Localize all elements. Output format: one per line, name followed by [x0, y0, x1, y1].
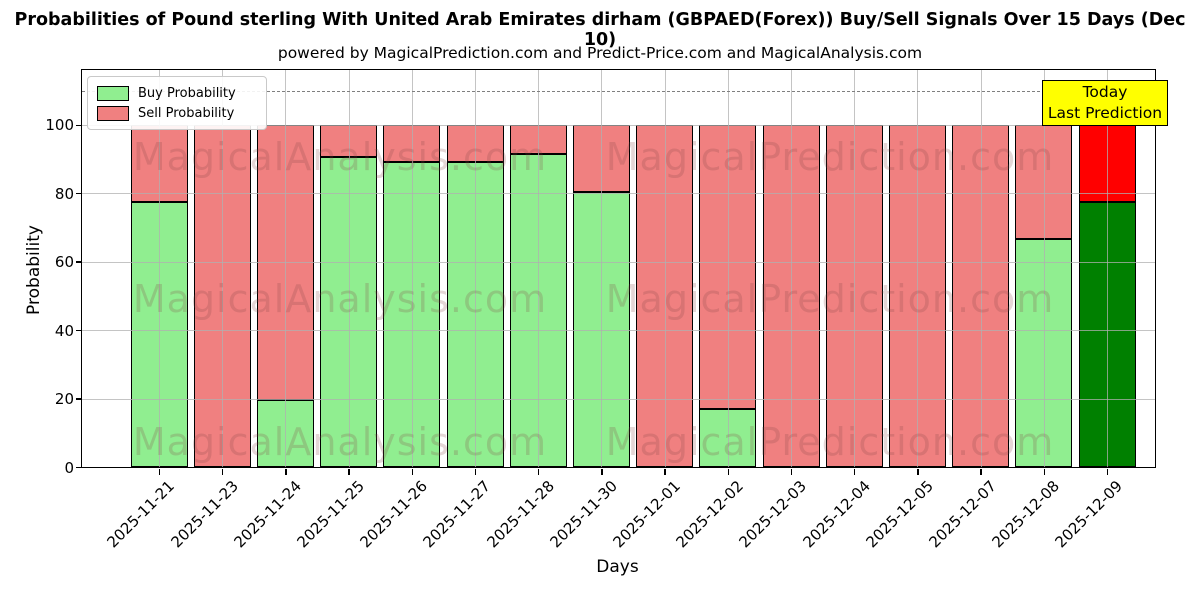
x-tick-label: 2025-11-30	[546, 476, 621, 551]
x-tick-mark	[1043, 469, 1045, 475]
watermark-text: MagicalPrediction.com	[605, 277, 1055, 321]
x-tick-mark	[917, 469, 919, 475]
gridline-horizontal	[82, 124, 1155, 126]
x-tick-label: 2025-11-24	[230, 476, 305, 551]
x-tick-label: 2025-12-03	[735, 476, 811, 551]
x-tick-mark	[790, 469, 793, 475]
dashed-threshold-line	[82, 90, 1155, 92]
gridline-vertical	[538, 70, 540, 467]
today-annotation-line1: Today	[1082, 83, 1128, 102]
y-tick-mark	[75, 193, 82, 195]
y-tick-mark	[75, 398, 82, 400]
gridline-horizontal	[82, 330, 1155, 332]
gridline-vertical	[475, 70, 476, 467]
gridline-horizontal	[82, 261, 1155, 263]
x-tick-mark	[348, 469, 350, 475]
x-tick-mark	[474, 469, 477, 475]
x-tick-label: 2025-11-21	[103, 476, 179, 551]
plot-area: MagicalAnalysis.com MagicalPrediction.com…	[81, 69, 1156, 468]
x-tick-mark	[854, 469, 856, 475]
x-axis-title: Days	[596, 557, 639, 577]
x-tick-mark	[980, 469, 982, 475]
watermark-text: MagicalAnalysis.com	[132, 420, 548, 464]
x-tick-mark	[664, 469, 666, 475]
x-tick-mark	[601, 469, 603, 475]
y-tick-label: 0	[64, 458, 74, 477]
gridline-vertical	[791, 70, 792, 467]
legend: Buy Probability Sell Probability	[87, 76, 267, 130]
x-tick-label: 2025-12-04	[799, 476, 874, 551]
gridline-vertical	[1043, 70, 1045, 467]
y-tick-mark	[75, 329, 82, 332]
x-tick-mark	[411, 469, 413, 475]
gridline-vertical	[159, 70, 160, 467]
x-tick-mark	[1106, 469, 1109, 475]
watermark-text: MagicalAnalysis.com	[132, 135, 548, 179]
gridline-vertical	[222, 70, 224, 467]
x-tick-label: 2025-11-27	[419, 476, 495, 551]
x-tick-mark	[222, 469, 224, 475]
y-tick-label: 20	[54, 390, 74, 409]
x-tick-label: 2025-12-05	[862, 476, 937, 551]
x-tick-label: 2025-11-28	[483, 476, 558, 551]
today-annotation-box: Today Last Prediction	[1042, 80, 1168, 126]
legend-buy-label: Buy Probability	[138, 85, 236, 101]
watermark-text: MagicalPrediction.com	[605, 420, 1055, 464]
gridline-vertical	[664, 70, 666, 467]
legend-sell-label: Sell Probability	[138, 105, 235, 121]
legend-entry-sell: Sell Probability	[97, 103, 257, 123]
buy-swatch-icon	[97, 85, 129, 101]
sell-swatch-icon	[97, 105, 129, 121]
x-tick-mark	[158, 469, 161, 475]
y-tick-label: 60	[54, 253, 74, 272]
x-tick-mark	[285, 469, 287, 475]
y-tick-mark	[75, 124, 82, 126]
gridline-vertical	[917, 70, 919, 467]
x-tick-label: 2025-12-09	[1051, 476, 1127, 551]
legend-entry-buy: Buy Probability	[97, 83, 257, 103]
gridline-vertical	[601, 70, 603, 467]
gridline-vertical	[727, 70, 729, 467]
chart-title: Probabilities of Pound sterling With Uni…	[14, 10, 1186, 50]
gridline-vertical	[411, 70, 413, 467]
gridline-horizontal	[82, 398, 1155, 400]
gridline-vertical	[348, 70, 350, 467]
y-tick-mark	[75, 466, 82, 469]
x-tick-mark	[538, 469, 540, 475]
chart-subtitle: powered by MagicalPrediction.com and Pre…	[277, 44, 923, 62]
watermark-text: MagicalAnalysis.com	[132, 277, 548, 321]
y-tick-label: 40	[54, 321, 74, 340]
x-tick-label: 2025-11-23	[167, 476, 242, 551]
gridline-vertical	[854, 70, 856, 467]
gridline-vertical	[980, 70, 982, 467]
watermark-text: MagicalPrediction.com	[605, 135, 1055, 179]
y-tick-mark	[75, 261, 82, 263]
y-tick-label: 100	[45, 116, 74, 135]
gridline-vertical	[285, 70, 287, 467]
x-tick-mark	[727, 469, 729, 475]
today-annotation-line2: Last Prediction	[1047, 104, 1163, 122]
gridline-vertical	[1107, 70, 1108, 467]
y-tick-label: 80	[54, 184, 74, 203]
gridline-horizontal	[82, 193, 1155, 195]
